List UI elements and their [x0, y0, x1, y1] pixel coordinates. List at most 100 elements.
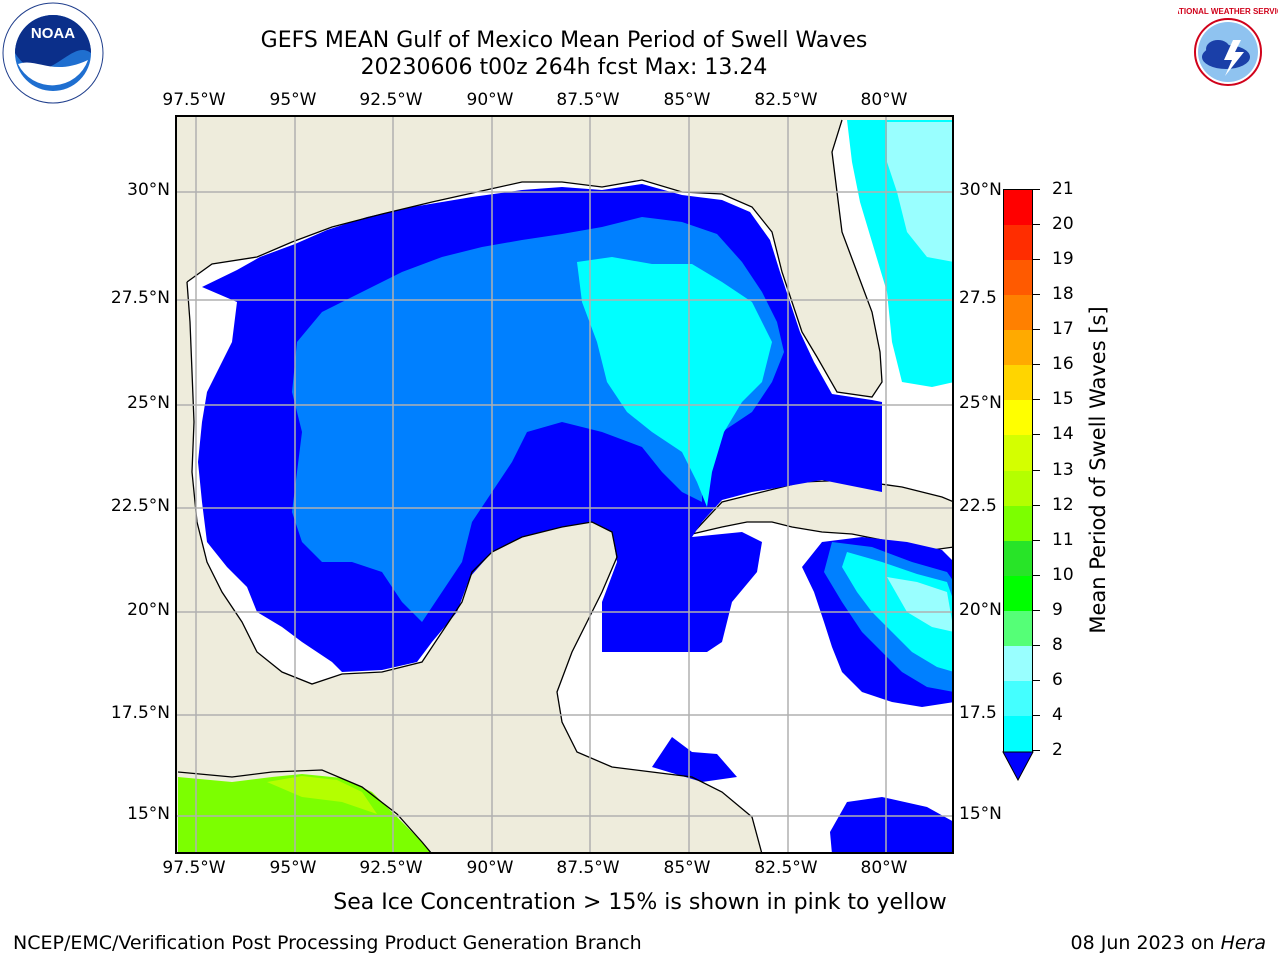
colorbar-tick-mark	[1033, 329, 1040, 331]
nws-logo: NATIONAL WEATHER SERVICE	[1168, 2, 1280, 102]
colorbar-cell	[1004, 260, 1032, 296]
map-plot-area[interactable]	[175, 115, 954, 854]
lon-label-bottom: 90°W	[466, 858, 514, 878]
lon-label-bottom: 85°W	[663, 858, 711, 878]
colorbar-tick-mark	[1033, 504, 1040, 506]
nws-logo-text: NATIONAL WEATHER SERVICE	[1178, 7, 1278, 16]
footer-date-text: 08 Jun 2023 on	[1070, 932, 1221, 954]
colorbar-tick-label: 10	[1052, 564, 1074, 585]
coastline	[186, 119, 883, 398]
colorbar-cell	[1004, 400, 1032, 437]
colorbar-tick-mark	[1033, 679, 1040, 681]
colorbar-tick-mark	[1033, 259, 1040, 261]
colorbar	[1003, 189, 1033, 752]
map-subtitle: 20230606 t00z 264h fcst Max: 13.24	[360, 55, 768, 80]
colorbar-tick-label: 13	[1052, 459, 1074, 480]
gridlines	[177, 117, 952, 852]
colorbar-cell	[1004, 680, 1032, 717]
noaa-logo: NOAA	[2, 2, 104, 104]
colorbar-tick-mark	[1033, 469, 1040, 471]
colorbar-tick-mark	[1033, 434, 1040, 436]
colorbar-tick-label: 6	[1052, 669, 1063, 690]
colorbar-tick-label: 9	[1052, 599, 1063, 620]
colorbar-tick-label: 20	[1052, 214, 1074, 235]
lat-label-left: 30°N	[127, 180, 170, 200]
footer-credit: NCEP/EMC/Verification Post Processing Pr…	[13, 932, 642, 954]
colorbar-tick-label: 15	[1052, 389, 1074, 410]
colorbar-tick-label: 21	[1052, 179, 1074, 199]
lon-label-top: 90°W	[466, 90, 514, 110]
colorbar-tick-mark	[1033, 364, 1040, 366]
colorbar-cell	[1004, 715, 1032, 752]
colorbar-tick-mark	[1033, 750, 1040, 751]
lon-label-bottom: 82.5°W	[754, 858, 818, 878]
coastline-mexico	[186, 281, 763, 852]
lon-label-top: 95°W	[269, 90, 317, 110]
colorbar-cell	[1004, 435, 1032, 472]
colorbar-tick-mark	[1033, 644, 1040, 646]
sea-ice-note: Sea Ice Concentration > 15% is shown in …	[333, 890, 947, 915]
colorbar-cell	[1004, 225, 1032, 261]
colorbar-cell	[1004, 645, 1032, 682]
coastline-pacific	[177, 769, 432, 852]
lat-label-left: 22.5°N	[110, 496, 170, 516]
colorbar-cell	[1004, 295, 1032, 331]
footer-host: Hera	[1220, 932, 1266, 954]
lat-label-left: 17.5°N	[110, 703, 170, 723]
noaa-logo-text: NOAA	[31, 25, 75, 42]
lat-label-left: 25°N	[127, 393, 170, 413]
lon-label-top: 85°W	[663, 90, 711, 110]
lat-label-left: 20°N	[127, 600, 170, 620]
colorbar-tick-label: 14	[1052, 424, 1074, 445]
swell-2-4s-south	[652, 737, 737, 782]
colorbar-cell	[1004, 365, 1032, 401]
lat-label-right: 22.5	[959, 496, 997, 516]
colorbar-tick-mark	[1033, 224, 1040, 226]
swell-pacific-green	[178, 774, 431, 852]
colorbar-cell	[1004, 575, 1032, 612]
colorbar-cell	[1004, 540, 1032, 577]
colorbar-tick-label: 16	[1052, 354, 1074, 375]
colorbar-tick-label: 2	[1052, 740, 1063, 760]
lat-label-right: 27.5	[959, 288, 997, 308]
lat-label-left: 15°N	[127, 804, 170, 824]
colorbar-title: Mean Period of Swell Waves [s]	[1086, 306, 1110, 634]
swell-6-8s	[577, 257, 772, 507]
colorbar-tick-label: 12	[1052, 494, 1074, 515]
footer-date: 08 Jun 2023 on Hera	[1071, 932, 1266, 954]
colorbar-tick-mark	[1033, 609, 1040, 611]
colorbar-extend-arrow	[1002, 751, 1034, 781]
colorbar-tick-mark	[1033, 574, 1040, 576]
lon-label-top: 97.5°W	[162, 90, 226, 110]
lon-label-bottom: 87.5°W	[556, 858, 620, 878]
colorbar-tick-label: 11	[1052, 529, 1074, 550]
lon-label-bottom: 80°W	[860, 858, 908, 878]
lat-label-right: 30°N	[959, 180, 1002, 200]
lat-label-right: 20°N	[959, 600, 1002, 620]
colorbar-tick-label: 19	[1052, 249, 1074, 270]
colorbar-cell	[1004, 330, 1032, 366]
lon-label-top: 87.5°W	[556, 90, 620, 110]
colorbar-cell	[1004, 505, 1032, 542]
lat-label-right: 17.5	[959, 703, 997, 723]
map-title: GEFS MEAN Gulf of Mexico Mean Period of …	[260, 28, 868, 53]
lon-label-top: 80°W	[860, 90, 908, 110]
lat-label-right: 25°N	[959, 393, 1002, 413]
lat-label-right: 15°N	[959, 804, 1002, 824]
colorbar-tick-label: 4	[1052, 704, 1063, 725]
colorbar-tick-mark	[1033, 294, 1040, 296]
colorbar-cell	[1004, 190, 1032, 226]
swell-2-4s-se	[830, 797, 952, 852]
colorbar-tick-label: 8	[1052, 634, 1063, 655]
colorbar-tick-label: 18	[1052, 284, 1074, 305]
colorbar-tick-mark	[1033, 714, 1040, 716]
colorbar-cell	[1004, 470, 1032, 507]
swell-8-9s-caribbean	[887, 577, 952, 632]
lon-label-top: 82.5°W	[754, 90, 818, 110]
colorbar-tick-mark	[1033, 189, 1040, 190]
lat-label-left: 27.5°N	[110, 288, 170, 308]
lon-label-top: 92.5°W	[359, 90, 423, 110]
lon-label-bottom: 95°W	[269, 858, 317, 878]
lon-label-bottom: 97.5°W	[162, 858, 226, 878]
colorbar-tick-label: 17	[1052, 319, 1074, 340]
